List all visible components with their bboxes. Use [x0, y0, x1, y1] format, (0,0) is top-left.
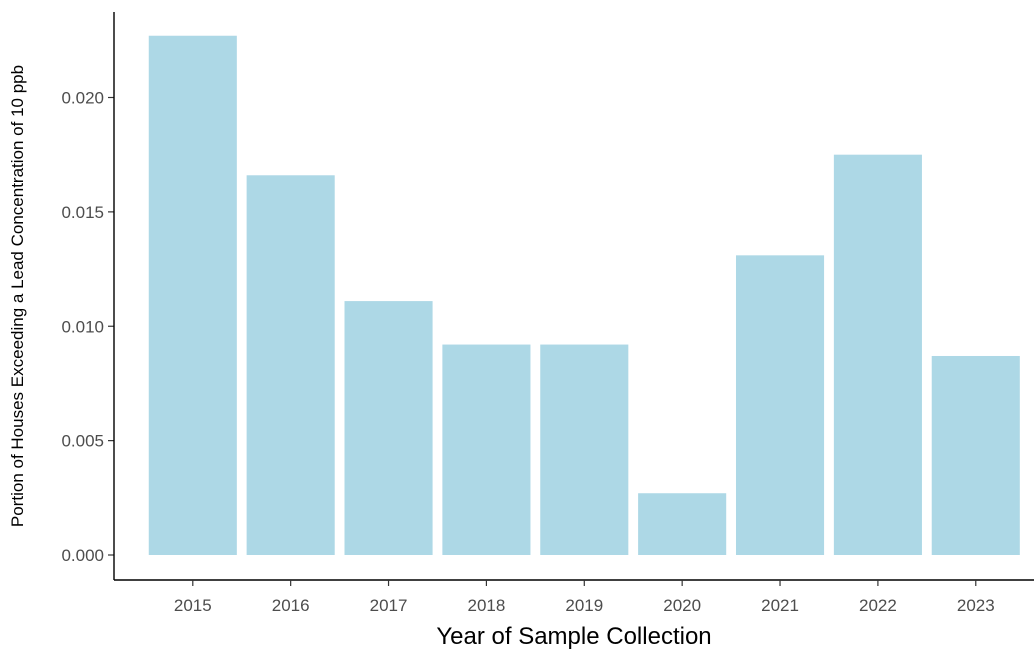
y-axis-title: Portion of Houses Exceeding a Lead Conce… [8, 65, 27, 527]
bar-2015 [148, 35, 237, 556]
bar-2021 [735, 255, 825, 555]
bar-2023 [931, 355, 1020, 555]
bar-2018 [442, 344, 531, 555]
x-tick-label: 2020 [663, 596, 701, 615]
y-tick-label: 0.000 [61, 546, 104, 565]
x-axis-ticks: 2015 2016 2017 2018 2019 2020 2021 2022 2023 [174, 580, 995, 615]
x-tick-label: 2018 [468, 596, 506, 615]
bar-2020 [638, 493, 727, 555]
x-tick-label: 2022 [859, 596, 897, 615]
y-axis-ticks: 0.000 0.005 0.010 0.015 0.020 [61, 89, 114, 565]
bar-2022 [833, 154, 922, 555]
bar-2019 [540, 344, 629, 555]
y-tick-label: 0.015 [61, 203, 104, 222]
y-tick-label: 0.010 [61, 317, 104, 336]
y-tick-label: 0.020 [61, 89, 104, 108]
y-tick-label: 0.005 [61, 432, 104, 451]
x-tick-label: 2016 [272, 596, 310, 615]
bar-2016 [246, 175, 335, 555]
x-tick-label: 2023 [957, 596, 995, 615]
x-tick-label: 2017 [370, 596, 408, 615]
x-axis-title: Year of Sample Collection [436, 623, 711, 650]
x-tick-label: 2019 [565, 596, 603, 615]
x-tick-label: 2015 [174, 596, 212, 615]
bar-2017 [344, 301, 433, 555]
bars [148, 35, 1020, 556]
x-tick-label: 2021 [761, 596, 799, 615]
